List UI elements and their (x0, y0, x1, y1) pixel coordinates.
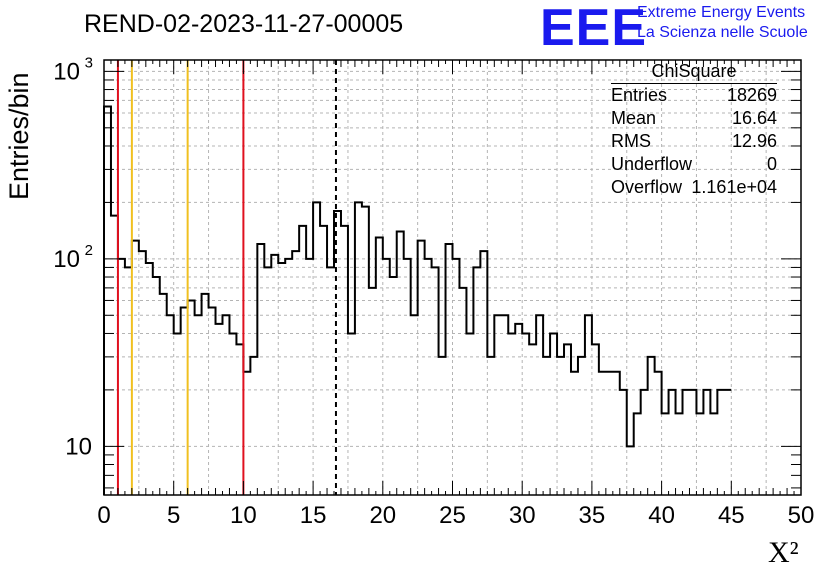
y-axis-label: Entries/bin (4, 72, 34, 200)
x-tick-label: 10 (230, 502, 257, 529)
stats-value: 12.96 (731, 131, 777, 151)
eee-logo: EEE (540, 0, 648, 57)
y-tick-label: 10 (53, 58, 80, 85)
stats-box: ChiSquare Entries 18269 Mean 16.64 RMS 12.9… (611, 61, 777, 199)
stats-row: RMS 12.96 (611, 130, 777, 153)
stats-box-title: ChiSquare (611, 61, 777, 84)
stats-value: 16.64 (731, 108, 777, 128)
x-tick-label: 50 (788, 502, 815, 529)
y-tick-label: 10 (53, 246, 80, 273)
stats-label: RMS (611, 131, 651, 151)
stats-label: Mean (611, 108, 657, 128)
y-tick-label-exponent: 3 (85, 54, 93, 71)
stats-value: 0 (766, 154, 777, 174)
histogram-series (103, 105, 732, 495)
stats-value: 1.161e+04 (691, 177, 777, 197)
y-tick-label-exponent: 2 (85, 242, 93, 259)
stats-row: Mean 16.64 (611, 107, 777, 130)
x-tick-label: 40 (648, 502, 675, 529)
x-tick-label: 45 (718, 502, 745, 529)
stats-label: Entries (611, 85, 668, 105)
stats-value: 18269 (726, 85, 777, 105)
y-tick-label: 10 (65, 433, 92, 460)
x-tick-label: 5 (167, 502, 180, 529)
eee-logo-tagline-1: Extreme Energy Events (637, 4, 806, 21)
stats-row: Underflow 0 (611, 153, 777, 176)
y-axis-label-wrapper: Entries/bin (4, 72, 132, 200)
x-tick-label: 25 (439, 502, 466, 529)
stats-row: Overflow 1.161e+04 (611, 176, 777, 199)
x-tick-label: 35 (579, 502, 606, 529)
stats-row: Entries 18269 (611, 84, 777, 107)
stats-label: Overflow (611, 177, 683, 197)
x-tick-label: 0 (97, 502, 110, 529)
x-tick-label: 15 (300, 502, 327, 529)
histogram-title: REND-02-2023-11-27-00005 (84, 10, 404, 38)
eee-logo-tagline-2: La Scienza nelle Scuole (637, 24, 808, 41)
x-tick-label: 20 (369, 502, 396, 529)
x-tick-label: 30 (509, 502, 536, 529)
stats-label: Underflow (611, 154, 693, 174)
x-axis-label: X² (768, 536, 799, 569)
